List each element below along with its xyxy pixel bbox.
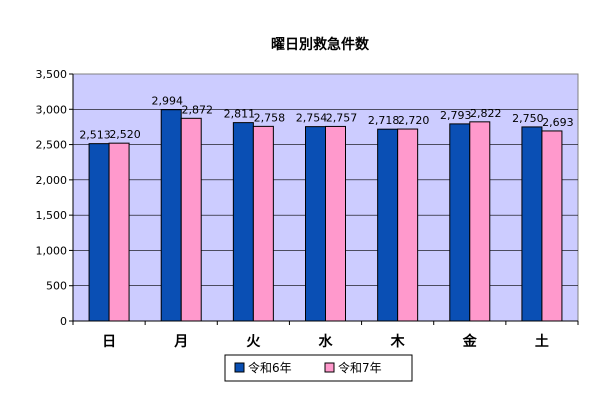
y-tick-label: 3,500 [36, 68, 68, 81]
y-tick-label: 1,500 [36, 209, 68, 222]
x-tick-label: 水 [319, 333, 334, 350]
bar-2 [180, 117, 202, 322]
bar-2 [325, 125, 346, 322]
data-label: 2,994 [151, 95, 183, 108]
x-tick-label: 土 [535, 333, 549, 350]
legend-swatch [234, 362, 245, 373]
bar-2 [469, 121, 491, 322]
data-label: 2,718 [368, 114, 400, 127]
legend [224, 354, 413, 382]
bar-1 [88, 143, 110, 322]
x-tick-label: 木 [390, 333, 406, 350]
bar-1 [305, 126, 326, 322]
bar-2 [541, 130, 563, 322]
data-label: 2,758 [254, 111, 286, 124]
y-tick-label: 2,000 [36, 174, 68, 187]
x-tick-label: 金 [462, 333, 478, 350]
y-tick-label: 3,000 [36, 103, 68, 116]
data-label: 2,520 [109, 128, 141, 141]
data-label: 2,872 [181, 103, 213, 116]
data-label: 2,754 [296, 112, 328, 125]
chart-title: 曜日別救急件数 [271, 36, 370, 53]
bar-1 [449, 123, 471, 322]
y-tick-label: 500 [46, 280, 67, 293]
data-label: 2,693 [542, 116, 574, 129]
data-label: 2,513 [79, 129, 111, 142]
bar-2 [252, 125, 274, 322]
legend-label: 令和6年 [248, 360, 292, 375]
bar-1 [521, 126, 543, 322]
bar-1 [232, 122, 254, 322]
y-tick-label: 1,000 [36, 244, 68, 257]
data-label: 2,822 [470, 107, 502, 120]
bar-1 [160, 109, 182, 322]
data-label: 2,793 [440, 109, 472, 122]
legend-swatch [324, 362, 335, 373]
data-label: 2,757 [326, 111, 358, 124]
legend-label: 令和7年 [338, 360, 382, 375]
data-label: 2,811 [224, 108, 256, 121]
x-tick-label: 日 [102, 334, 116, 350]
y-tick-label: 2,500 [36, 139, 68, 152]
data-label: 2,720 [398, 114, 430, 127]
x-tick-label: 月 [173, 334, 188, 350]
x-tick-label: 火 [246, 334, 261, 350]
bar-2 [108, 142, 130, 322]
y-tick-label: 0 [60, 315, 67, 328]
bar-1 [377, 128, 399, 322]
bar-2 [397, 128, 419, 322]
data-label: 2,750 [512, 112, 544, 125]
